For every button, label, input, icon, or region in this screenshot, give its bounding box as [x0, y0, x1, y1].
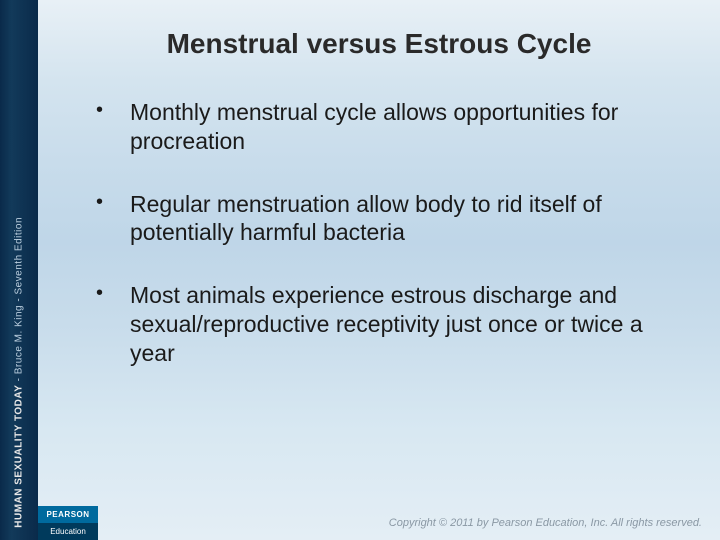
publisher-logo: PEARSON Education: [38, 506, 98, 540]
bullet-item: Monthly menstrual cycle allows opportuni…: [96, 98, 680, 156]
spine-subtitle: - Bruce M. King - Seventh Edition: [14, 217, 25, 385]
bullet-item: Regular menstruation allow body to rid i…: [96, 190, 680, 248]
slide-title: Menstrual versus Estrous Cycle: [78, 28, 680, 60]
spine-main-title: HUMAN SEXUALITY TODAY: [14, 385, 25, 528]
spine-text: HUMAN SEXUALITY TODAY - Bruce M. King - …: [14, 217, 25, 528]
slide-footer: PEARSON Education Copyright © 2011 by Pe…: [38, 506, 720, 540]
logo-division: Education: [38, 523, 98, 540]
bullet-item: Most animals experience estrous discharg…: [96, 281, 680, 367]
logo-brand: PEARSON: [38, 506, 98, 523]
book-spine: HUMAN SEXUALITY TODAY - Bruce M. King - …: [0, 0, 38, 540]
slide-body: Menstrual versus Estrous Cycle Monthly m…: [38, 0, 720, 540]
copyright-text: Copyright © 2011 by Pearson Education, I…: [98, 506, 720, 540]
bullet-list: Monthly menstrual cycle allows opportuni…: [78, 98, 680, 367]
